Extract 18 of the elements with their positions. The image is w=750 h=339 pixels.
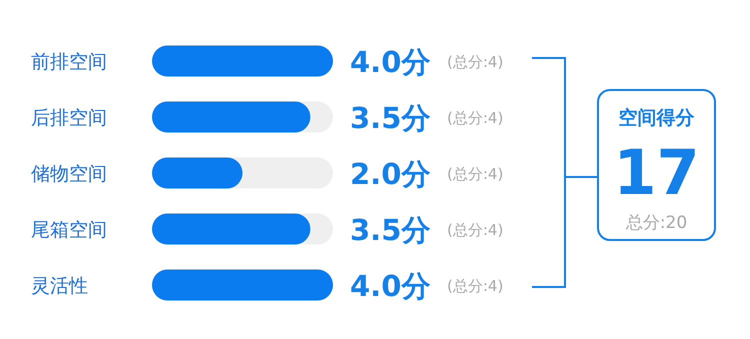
text: (总分:4) [447, 277, 504, 295]
data-label: 4.0分 [350, 45, 432, 79]
text: (总分:4) [447, 221, 504, 239]
text: 空间得分 [618, 107, 696, 129]
y-tick-label: 灵活性 [31, 275, 88, 297]
text: (总分:4) [447, 109, 504, 127]
y-tick-label: 储物空间 [31, 163, 107, 185]
y-tick-label: 尾箱空间 [31, 219, 107, 241]
data-label: 3.5分 [350, 101, 432, 135]
data-label: 3.5分 [350, 213, 432, 247]
text: (总分:4) [447, 165, 504, 183]
data-label: 2.0分 [350, 157, 432, 191]
text: 总分:20 [624, 213, 688, 233]
text: (总分:4) [447, 53, 504, 71]
data-label: 4.0分 [350, 269, 432, 303]
text: 17 [613, 136, 700, 209]
y-tick-label: 前排空间 [31, 51, 107, 73]
y-tick-label: 后排空间 [31, 107, 107, 129]
